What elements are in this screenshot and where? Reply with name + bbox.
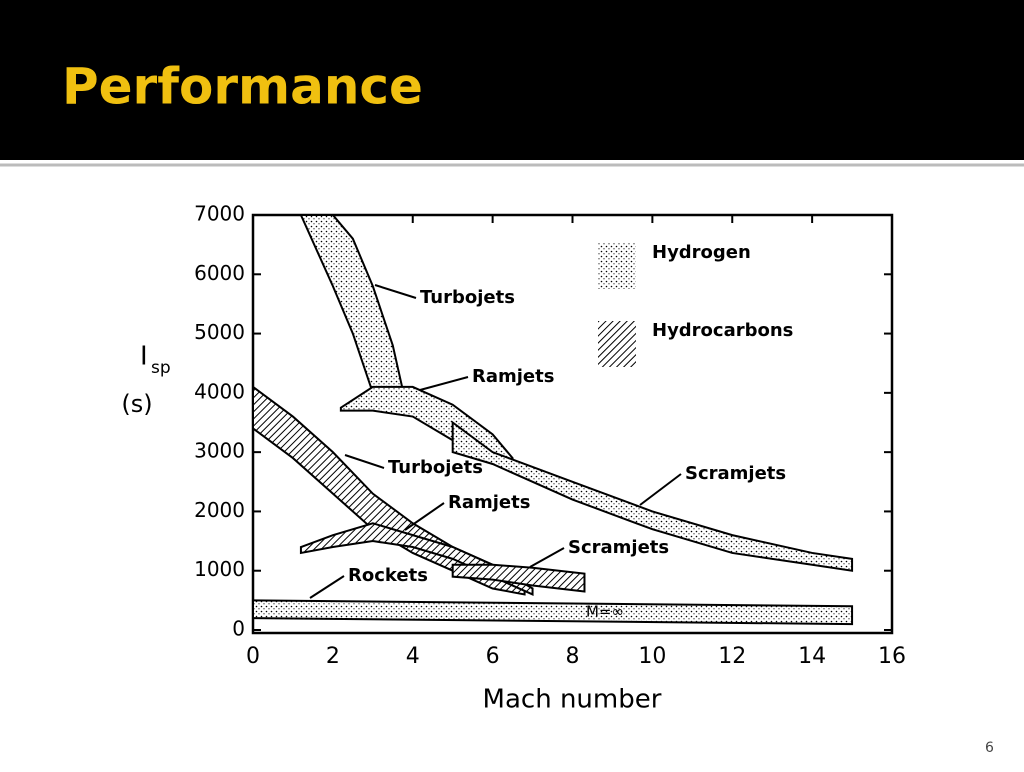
y-tick-label: 3000 (194, 439, 245, 463)
y-tick-label: 5000 (194, 320, 245, 344)
x-tick-label: 10 (638, 644, 666, 669)
y-axis-subscript: sp (151, 358, 171, 378)
legend-swatch (598, 243, 636, 289)
x-tick-label: 2 (326, 644, 340, 669)
band (252, 599, 854, 626)
band-label: Ramjets (472, 366, 554, 387)
band-label: Rockets (348, 565, 428, 586)
page-number: 6 (985, 740, 994, 756)
y-tick-label: 7000 (194, 202, 245, 226)
y-tick-label: 2000 (194, 498, 245, 522)
band-label: Scramjets (685, 463, 786, 484)
band-label: Scramjets (568, 537, 669, 558)
legend-label: Hydrocarbons (652, 320, 793, 341)
x-tick-label: 14 (798, 644, 826, 669)
x-tick-label: 12 (718, 644, 746, 669)
y-axis-symbol: I (140, 342, 148, 372)
x-axis-label: Mach number (483, 685, 662, 715)
label-arrow (419, 376, 469, 391)
label-arrow (529, 547, 565, 568)
band-label: Turbojets (420, 287, 515, 308)
y-tick-label: 0 (232, 617, 245, 641)
slide-title: Performance (62, 58, 423, 116)
label-arrow (309, 575, 345, 599)
band (299, 522, 534, 596)
y-tick-label: 6000 (194, 261, 245, 285)
x-tick-label: 0 (246, 644, 260, 669)
label-arrow (404, 502, 445, 531)
label-arrow (639, 473, 682, 506)
band-label: Turbojets (388, 457, 483, 478)
x-tick-label: 16 (878, 644, 906, 669)
band (451, 420, 854, 572)
x-tick-label: 8 (566, 644, 580, 669)
band (451, 563, 586, 593)
label-arrow (374, 284, 417, 299)
legend-label: Hydrogen (652, 242, 751, 263)
y-tick-label: 4000 (194, 379, 245, 403)
annotation: M=∞ (586, 603, 624, 621)
band-label: Ramjets (448, 492, 530, 513)
x-tick-label: 6 (486, 644, 500, 669)
label-arrow (344, 454, 385, 469)
legend-swatch (598, 321, 636, 367)
y-tick-label: 1000 (194, 557, 245, 581)
header-bar (0, 0, 1024, 160)
y-axis-unit: (s) (121, 390, 152, 418)
x-tick-label: 4 (406, 644, 420, 669)
